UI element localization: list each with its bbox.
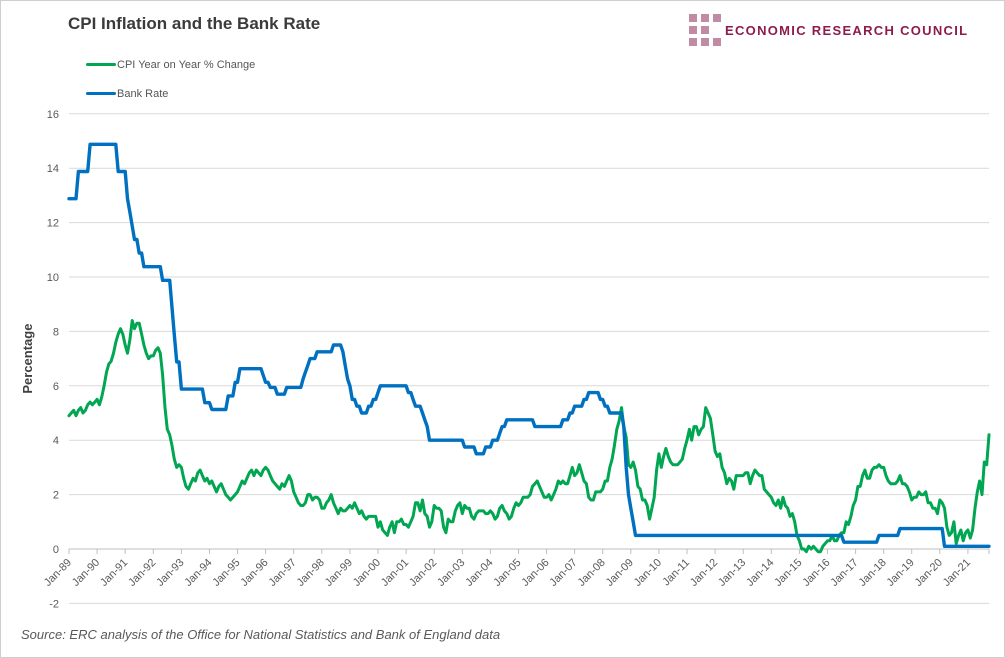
svg-text:Jan-21: Jan-21 (941, 557, 973, 589)
erc-logo-squares-icon (689, 14, 721, 46)
svg-text:Jan-07: Jan-07 (547, 557, 579, 589)
legend-label-cpi: CPI Year on Year % Change (117, 58, 256, 71)
legend-item-cpi: CPI Year on Year % Change (86, 50, 255, 79)
svg-text:Jan-11: Jan-11 (660, 557, 692, 589)
svg-text:Jan-90: Jan-90 (70, 557, 102, 589)
svg-text:6: 6 (53, 381, 59, 393)
svg-text:Jan-92: Jan-92 (126, 557, 158, 589)
svg-text:Jan-98: Jan-98 (295, 557, 327, 589)
page-title: CPI Inflation and the Bank Rate (68, 14, 321, 33)
svg-text:Jan-18: Jan-18 (857, 557, 889, 589)
svg-text:2: 2 (53, 490, 59, 502)
svg-text:Jan-94: Jan-94 (182, 557, 214, 589)
legend-item-bank-rate: Bank Rate (86, 79, 255, 108)
svg-text:4: 4 (53, 435, 59, 447)
svg-text:-2: -2 (49, 598, 59, 610)
svg-text:Jan-10: Jan-10 (632, 557, 664, 589)
svg-text:Jan-16: Jan-16 (800, 557, 832, 589)
svg-text:Jan-02: Jan-02 (407, 557, 439, 589)
svg-text:Percentage: Percentage (20, 324, 35, 394)
svg-text:Jan-89: Jan-89 (42, 557, 74, 589)
svg-text:12: 12 (47, 218, 59, 230)
svg-text:Jan-00: Jan-00 (351, 557, 383, 589)
svg-text:Jan-08: Jan-08 (576, 557, 608, 589)
svg-text:Jan-13: Jan-13 (716, 557, 748, 589)
legend-label-bank-rate: Bank Rate (117, 87, 169, 100)
svg-text:Jan-19: Jan-19 (885, 557, 917, 589)
svg-text:Jan-14: Jan-14 (744, 557, 776, 589)
svg-text:Jan-05: Jan-05 (491, 557, 523, 589)
chart-legend: CPI Year on Year % Change Bank Rate (86, 50, 255, 108)
svg-text:Jan-95: Jan-95 (210, 557, 242, 589)
svg-text:Jan-09: Jan-09 (604, 557, 636, 589)
svg-text:0: 0 (53, 544, 59, 556)
bank-rate-line-swatch (86, 91, 116, 96)
svg-text:Jan-01: Jan-01 (379, 557, 411, 589)
erc-logo: ECONOMIC RESEARCH COUNCIL (689, 14, 968, 46)
svg-text:Jan-97: Jan-97 (267, 557, 299, 589)
svg-text:Jan-12: Jan-12 (688, 557, 720, 589)
svg-text:Jan-17: Jan-17 (828, 557, 860, 589)
svg-text:Jan-06: Jan-06 (519, 557, 551, 589)
svg-text:Jan-03: Jan-03 (435, 557, 467, 589)
svg-text:Jan-04: Jan-04 (463, 557, 495, 589)
svg-text:Jan-93: Jan-93 (154, 557, 186, 589)
svg-text:Jan-15: Jan-15 (772, 557, 804, 589)
svg-text:Jan-20: Jan-20 (913, 557, 945, 589)
source-note: Source: ERC analysis of the Office for N… (21, 627, 501, 642)
svg-text:14: 14 (47, 163, 59, 175)
svg-text:Jan-91: Jan-91 (98, 557, 130, 589)
svg-text:8: 8 (53, 326, 59, 338)
svg-text:Jan-96: Jan-96 (238, 557, 270, 589)
svg-text:10: 10 (47, 272, 59, 284)
svg-text:16: 16 (47, 109, 59, 121)
erc-logo-text: ECONOMIC RESEARCH COUNCIL (725, 22, 969, 38)
svg-text:Jan-99: Jan-99 (323, 557, 355, 589)
cpi-line-swatch (86, 62, 116, 67)
